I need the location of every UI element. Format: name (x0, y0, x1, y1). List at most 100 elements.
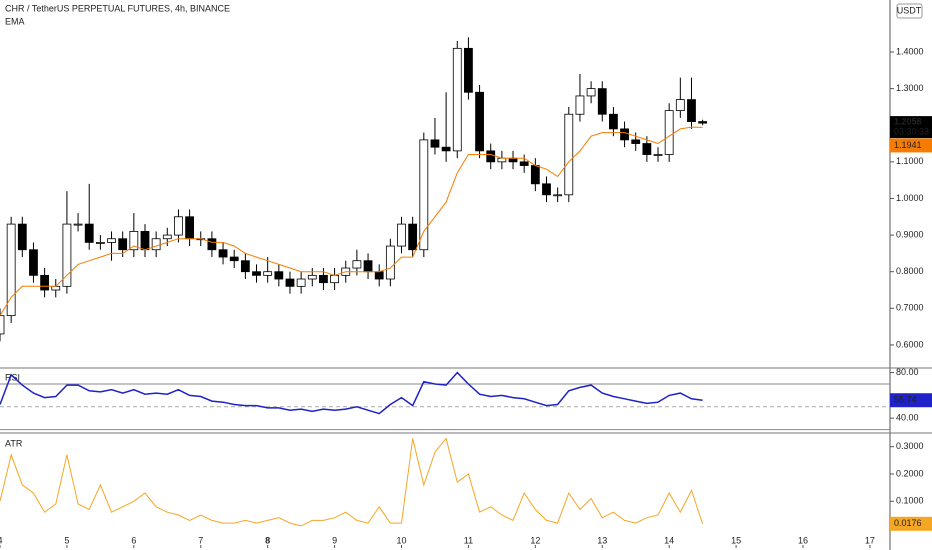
candle-body (687, 99, 696, 122)
indicator-value-label: 0.0176 (894, 518, 922, 528)
ema-value-label: 1.1941 (894, 140, 922, 150)
candle-body (653, 154, 663, 156)
unit-label[interactable]: USDT (897, 5, 922, 15)
candle-body (352, 260, 362, 269)
y-tick-label: 0.9000 (896, 229, 924, 239)
candle-body (6, 223, 16, 317)
x-tick-label: 17 (865, 535, 875, 545)
candle-body (642, 143, 652, 155)
y-tick-label: 0.3000 (896, 441, 924, 451)
y-tick-label: 40.00 (896, 413, 919, 423)
y-tick-label: 0.6000 (896, 339, 924, 349)
atr-line (0, 437, 704, 527)
indicator-value-label: 55.74 (894, 395, 917, 405)
candle-body (17, 223, 27, 251)
candle-body (330, 274, 339, 284)
x-tick-label: 8 (265, 535, 270, 545)
candle-body (486, 150, 496, 163)
candle-body (620, 128, 629, 141)
indicator-label: ATR (5, 438, 23, 448)
candle-body (698, 121, 708, 124)
y-tick-label: 0.2000 (896, 468, 924, 478)
candle-body (430, 139, 440, 148)
candle-body (609, 113, 618, 130)
x-tick-label: 14 (664, 535, 674, 545)
candle-body (408, 223, 418, 251)
candle-body (84, 223, 94, 243)
indicator-label: RSI (5, 372, 20, 382)
candle-body (508, 157, 518, 163)
candle-body (162, 234, 172, 240)
candle-body (397, 223, 406, 247)
y-tick-label: 0.7000 (896, 303, 924, 313)
unit-box[interactable] (896, 3, 923, 19)
candle-body (107, 238, 116, 243)
x-tick-label: 16 (798, 535, 808, 545)
candle-body (441, 146, 451, 152)
candle-body (530, 165, 540, 185)
candle-body (0, 315, 5, 335)
candle-body (151, 238, 161, 251)
candle-body (319, 274, 328, 284)
candle-body (51, 285, 61, 291)
y-tick-label: 1.4000 (896, 46, 924, 56)
candle-body (564, 113, 574, 196)
last-price-label: 1.2058 (894, 116, 922, 126)
candle-body (218, 249, 228, 258)
x-tick-label: 6 (131, 535, 136, 545)
candle-body (29, 249, 38, 276)
last-price-box (890, 116, 932, 139)
x-tick-label: 4 (0, 535, 3, 545)
candle-body (307, 274, 317, 280)
candle-body (542, 183, 551, 196)
candle-body (73, 223, 83, 226)
candle-body (95, 242, 105, 244)
candle-body (240, 260, 250, 273)
y-tick-label: 1.0000 (896, 193, 924, 203)
y-tick-label: 80.00 (896, 367, 919, 377)
candle-body (185, 216, 194, 240)
candle-body (62, 223, 72, 287)
candle-body (296, 278, 306, 287)
candle-body (464, 47, 473, 93)
x-tick-label: 7 (198, 535, 203, 545)
candle-body (631, 139, 641, 144)
candle-body (586, 88, 596, 97)
candle-body (363, 260, 373, 273)
x-tick-label: 10 (396, 535, 406, 545)
candle-body (274, 271, 284, 280)
candle-body (575, 95, 585, 115)
candle-body (118, 238, 128, 251)
x-tick-label: 5 (64, 535, 69, 545)
y-tick-label: 1.1000 (896, 156, 924, 166)
candle-body (452, 47, 462, 152)
candle-body (519, 161, 529, 166)
candle-body (129, 231, 139, 251)
indicator-value-label-box (890, 393, 932, 408)
candle-body (40, 274, 50, 291)
ema-value-label-box (890, 138, 932, 153)
candle-body (140, 231, 150, 251)
y-tick-label: 0.8000 (896, 266, 924, 276)
x-tick-label: 13 (597, 535, 607, 545)
candle-body (385, 245, 395, 280)
countdown-label: 03:30:33 (894, 126, 929, 136)
indicator-value-label-box (890, 516, 932, 531)
candle-body (229, 256, 239, 262)
y-tick-label: 1.3000 (896, 83, 924, 93)
candle-body (664, 110, 674, 155)
candle-body (285, 278, 295, 287)
candle-body (207, 238, 217, 251)
candle-body (475, 91, 484, 152)
x-tick-label: 15 (731, 535, 741, 545)
candle-body (174, 216, 183, 236)
candle-body (263, 271, 273, 276)
candle-body (252, 271, 261, 276)
chart-title: CHR / TetherUS PERPETUAL FUTURES, 4h, BI… (5, 3, 230, 13)
x-tick-label: 12 (530, 535, 540, 545)
x-tick-label: 9 (332, 535, 337, 545)
y-tick-label: 0.1000 (896, 496, 924, 506)
candle-body (675, 99, 685, 111)
indicator-label: EMA (5, 16, 25, 26)
